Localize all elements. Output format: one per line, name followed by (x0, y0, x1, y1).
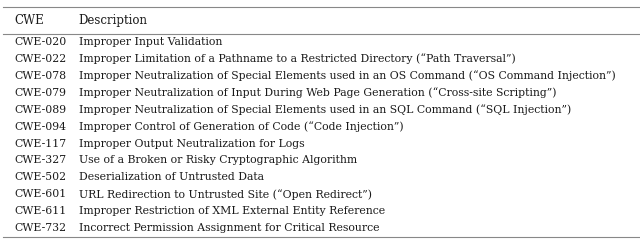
Text: CWE-327: CWE-327 (15, 155, 67, 165)
Text: Improper Output Neutralization for Logs: Improper Output Neutralization for Logs (79, 139, 305, 149)
Text: CWE-601: CWE-601 (15, 189, 67, 199)
Text: Improper Input Validation: Improper Input Validation (79, 37, 222, 47)
Text: Improper Limitation of a Pathname to a Restricted Directory (“Path Traversal”): Improper Limitation of a Pathname to a R… (79, 54, 515, 64)
Text: CWE-089: CWE-089 (15, 105, 67, 115)
Text: CWE-094: CWE-094 (15, 122, 67, 132)
Text: Deserialization of Untrusted Data: Deserialization of Untrusted Data (79, 172, 264, 182)
Text: CWE-732: CWE-732 (15, 223, 67, 233)
Text: Improper Control of Generation of Code (“Code Injection”): Improper Control of Generation of Code (… (79, 121, 403, 132)
Text: CWE-117: CWE-117 (15, 139, 67, 149)
Text: URL Redirection to Untrusted Site (“Open Redirect”): URL Redirection to Untrusted Site (“Open… (79, 189, 372, 200)
Text: CWE: CWE (15, 14, 44, 27)
Text: CWE-502: CWE-502 (15, 172, 67, 182)
Text: CWE-611: CWE-611 (15, 206, 67, 216)
Text: Use of a Broken or Risky Cryptographic Algorithm: Use of a Broken or Risky Cryptographic A… (79, 155, 357, 165)
Text: Incorrect Permission Assignment for Critical Resource: Incorrect Permission Assignment for Crit… (79, 223, 380, 233)
Text: Description: Description (79, 14, 148, 27)
Text: Improper Neutralization of Input During Web Page Generation (“Cross-site Scripti: Improper Neutralization of Input During … (79, 87, 556, 98)
Text: CWE-022: CWE-022 (15, 54, 67, 64)
Text: CWE-079: CWE-079 (15, 88, 67, 98)
Text: Improper Restriction of XML External Entity Reference: Improper Restriction of XML External Ent… (79, 206, 385, 216)
Text: CWE-020: CWE-020 (15, 37, 67, 47)
Text: Improper Neutralization of Special Elements used in an OS Command (“OS Command I: Improper Neutralization of Special Eleme… (79, 71, 616, 81)
Text: Improper Neutralization of Special Elements used in an SQL Command (“SQL Injecti: Improper Neutralization of Special Eleme… (79, 104, 571, 115)
Text: CWE-078: CWE-078 (15, 71, 67, 81)
